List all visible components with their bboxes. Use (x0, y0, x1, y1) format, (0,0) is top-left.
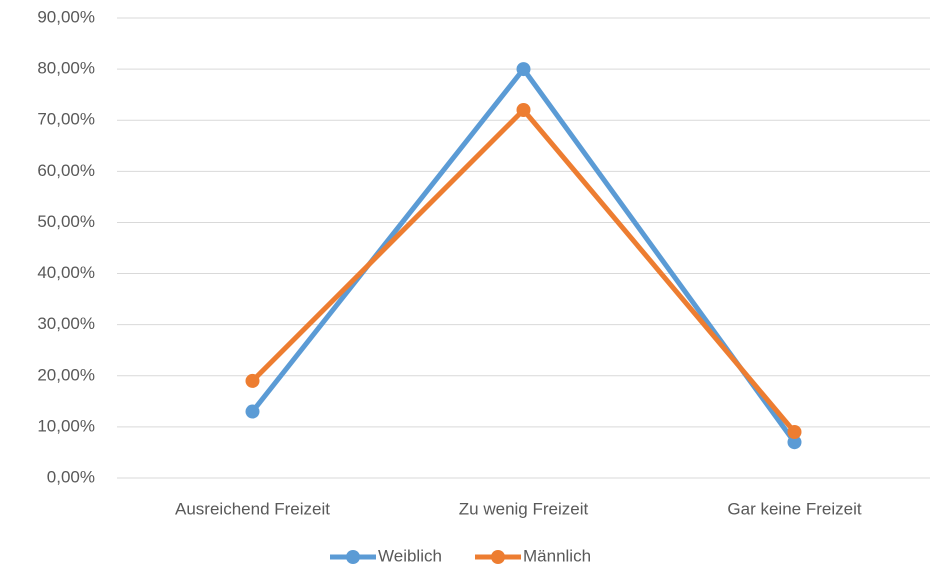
y-tick-label: 80,00% (37, 59, 95, 78)
y-tick-label: 10,00% (37, 416, 95, 435)
y-tick-label: 70,00% (37, 110, 95, 129)
y-tick-label: 60,00% (37, 161, 95, 180)
y-tick-label: 40,00% (37, 263, 95, 282)
data-point (245, 404, 260, 419)
data-point (787, 425, 802, 439)
series-line (250, 107, 797, 434)
data-point (787, 435, 802, 450)
legend-label: Männlich (523, 546, 591, 565)
x-tick-label: Zu wenig Freizeit (459, 499, 589, 518)
x-tick-label: Ausreichend Freizeit (175, 499, 330, 518)
data-point (245, 373, 260, 388)
series-line (250, 66, 797, 444)
data-point (516, 62, 531, 77)
y-tick-label: 20,00% (37, 365, 95, 384)
legend-marker (491, 550, 505, 564)
y-tick-label: 0,00% (47, 467, 95, 486)
y-tick-label: 30,00% (37, 314, 95, 333)
data-point (516, 103, 531, 117)
y-tick-label: 90,00% (37, 7, 95, 26)
y-tick-label: 50,00% (37, 212, 95, 231)
legend-marker (346, 550, 360, 564)
legend-label: Weiblich (378, 546, 442, 565)
x-tick-label: Gar keine Freizeit (727, 499, 861, 518)
